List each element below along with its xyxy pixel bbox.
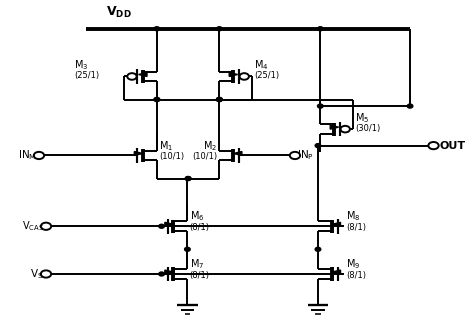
Circle shape xyxy=(185,176,191,180)
Circle shape xyxy=(154,98,160,102)
Circle shape xyxy=(315,144,321,148)
Circle shape xyxy=(154,98,160,102)
Text: $\mathregular{V_{DD}}$: $\mathregular{V_{DD}}$ xyxy=(106,5,132,21)
Text: $\mathregular{V_S}$: $\mathregular{V_S}$ xyxy=(30,267,44,281)
Polygon shape xyxy=(229,73,237,77)
Polygon shape xyxy=(165,222,173,226)
Circle shape xyxy=(407,104,413,108)
Polygon shape xyxy=(332,270,340,274)
Text: $\mathregular{M_4}$: $\mathregular{M_4}$ xyxy=(255,58,269,72)
Polygon shape xyxy=(332,222,340,226)
Polygon shape xyxy=(233,152,242,156)
Circle shape xyxy=(184,247,190,251)
Text: $\mathregular{V_{CAS}}$: $\mathregular{V_{CAS}}$ xyxy=(21,219,44,233)
Polygon shape xyxy=(165,270,173,274)
Text: $\mathregular{IN_P}$: $\mathregular{IN_P}$ xyxy=(297,149,314,163)
Circle shape xyxy=(159,224,164,228)
Polygon shape xyxy=(134,152,143,156)
Text: (10/1): (10/1) xyxy=(192,153,217,162)
Text: OUT: OUT xyxy=(439,141,466,151)
Text: $\mathregular{M_5}$: $\mathregular{M_5}$ xyxy=(356,111,370,125)
Text: $\mathregular{M_2}$: $\mathregular{M_2}$ xyxy=(203,139,217,153)
Text: $\mathregular{M_7}$: $\mathregular{M_7}$ xyxy=(190,257,204,271)
Text: $\mathregular{M_6}$: $\mathregular{M_6}$ xyxy=(190,210,204,223)
Circle shape xyxy=(318,104,323,108)
Circle shape xyxy=(159,272,164,276)
Polygon shape xyxy=(330,125,338,129)
Text: (30/1): (30/1) xyxy=(356,124,381,133)
Circle shape xyxy=(318,27,323,31)
Text: (8/1): (8/1) xyxy=(346,223,366,232)
Text: (25/1): (25/1) xyxy=(255,71,280,80)
Text: (8/1): (8/1) xyxy=(346,271,366,280)
Text: (25/1): (25/1) xyxy=(74,71,100,80)
Text: $\mathregular{M_9}$: $\mathregular{M_9}$ xyxy=(346,257,360,271)
Text: $\mathregular{IN_M}$: $\mathregular{IN_M}$ xyxy=(18,149,36,163)
Text: $\mathregular{M_3}$: $\mathregular{M_3}$ xyxy=(74,58,89,72)
Text: $\mathregular{M_1}$: $\mathregular{M_1}$ xyxy=(159,139,173,153)
Text: (8/1): (8/1) xyxy=(190,223,210,232)
Circle shape xyxy=(217,98,222,102)
Polygon shape xyxy=(138,73,147,77)
Text: $\mathregular{M_8}$: $\mathregular{M_8}$ xyxy=(346,210,361,223)
Text: (8/1): (8/1) xyxy=(190,271,210,280)
Circle shape xyxy=(315,247,321,251)
Circle shape xyxy=(154,27,160,31)
Circle shape xyxy=(217,98,222,102)
Text: (10/1): (10/1) xyxy=(159,153,184,162)
Circle shape xyxy=(217,27,222,31)
Circle shape xyxy=(217,98,222,102)
Circle shape xyxy=(185,176,191,180)
